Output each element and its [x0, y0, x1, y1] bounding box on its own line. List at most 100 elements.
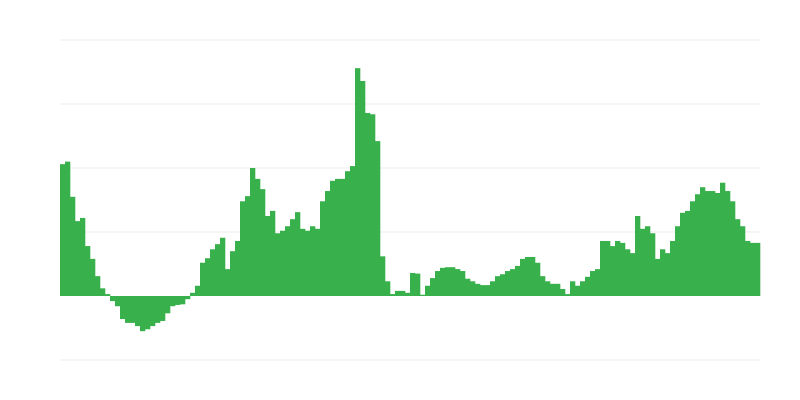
bar	[465, 278, 471, 296]
bar	[680, 212, 686, 296]
bars	[60, 68, 761, 332]
bar	[315, 228, 321, 296]
bar	[505, 271, 511, 296]
bar	[285, 226, 291, 296]
bar	[610, 246, 616, 296]
bar	[260, 189, 266, 296]
bar	[605, 240, 611, 296]
bar	[290, 219, 296, 296]
bar	[225, 269, 231, 296]
bar	[720, 182, 726, 296]
bar	[510, 269, 516, 296]
bar	[655, 258, 661, 296]
bar	[135, 296, 141, 327]
bar	[65, 161, 71, 296]
bar	[595, 269, 601, 296]
bar	[385, 281, 391, 296]
bar	[690, 201, 696, 296]
bar	[745, 240, 751, 296]
bar	[75, 221, 81, 296]
bar	[300, 228, 306, 296]
bar	[60, 164, 66, 296]
bar	[365, 112, 371, 297]
bar	[230, 251, 236, 296]
bar	[755, 242, 761, 296]
bar	[725, 191, 731, 296]
bar	[440, 267, 446, 296]
bar	[565, 294, 571, 296]
bar	[105, 294, 111, 296]
bar	[160, 296, 166, 321]
bar	[600, 240, 606, 296]
bar	[405, 292, 411, 296]
bar	[295, 212, 301, 296]
bar	[355, 68, 361, 296]
bar	[620, 242, 626, 296]
bar	[415, 273, 421, 296]
bar	[220, 237, 226, 296]
bar	[345, 171, 351, 296]
bar	[450, 267, 456, 296]
bar	[375, 141, 381, 296]
bar	[520, 258, 526, 296]
bar	[665, 253, 671, 296]
bar	[245, 196, 251, 296]
bar	[500, 274, 506, 296]
bar	[360, 80, 366, 297]
bar	[310, 226, 316, 296]
bar	[575, 285, 581, 296]
bar	[210, 249, 216, 296]
bar	[350, 166, 356, 296]
bar	[165, 296, 171, 314]
bar	[635, 216, 641, 296]
bar	[615, 240, 621, 296]
bar	[95, 276, 101, 296]
bar	[560, 288, 566, 296]
bar	[570, 281, 576, 296]
bar	[470, 281, 476, 296]
bar	[685, 210, 691, 296]
bar	[495, 276, 501, 296]
bar	[400, 290, 406, 296]
bar	[145, 296, 151, 330]
bar	[430, 278, 436, 296]
bar	[580, 281, 586, 296]
bar	[370, 114, 376, 297]
bar	[330, 180, 336, 296]
bar	[480, 285, 486, 296]
bar	[325, 191, 331, 296]
bar	[420, 294, 426, 296]
bar	[445, 267, 451, 296]
bar	[125, 296, 131, 323]
bar	[180, 296, 186, 305]
bar	[645, 226, 651, 296]
bar	[700, 187, 706, 296]
bar	[550, 283, 556, 296]
bar	[215, 244, 221, 296]
bar	[750, 242, 756, 296]
bar	[640, 228, 646, 296]
bar	[715, 192, 721, 296]
bar	[190, 292, 196, 296]
bar	[265, 216, 271, 296]
bar	[455, 269, 461, 296]
bar	[380, 256, 386, 296]
bar	[675, 226, 681, 296]
bar	[195, 285, 201, 296]
bar	[240, 201, 246, 296]
bar	[730, 201, 736, 296]
bar	[275, 233, 281, 296]
bar	[710, 191, 716, 296]
bar	[670, 240, 676, 296]
bar	[390, 294, 396, 296]
bar	[485, 285, 491, 296]
bar	[705, 191, 711, 296]
bar	[155, 296, 161, 323]
bar	[85, 246, 91, 296]
bar	[340, 178, 346, 296]
bar	[625, 249, 631, 296]
bar	[740, 226, 746, 296]
bar	[205, 258, 211, 296]
bar	[590, 271, 596, 296]
